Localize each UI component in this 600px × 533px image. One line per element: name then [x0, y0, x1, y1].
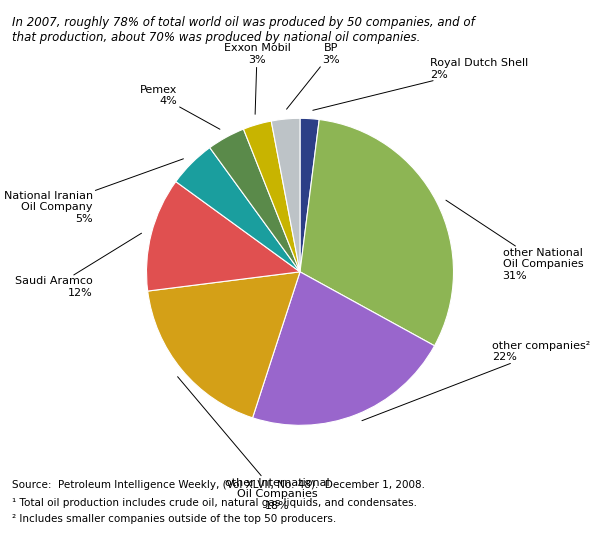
Text: ¹ Total oil production includes crude oil, natural gas liquids, and condensates.: ¹ Total oil production includes crude oi… — [12, 498, 417, 508]
Wedge shape — [244, 121, 300, 272]
Wedge shape — [300, 118, 319, 272]
Wedge shape — [271, 118, 300, 272]
Text: Source:  Petroleum Intelligence Weekly, (Vol XLVII, No. 48).  December 1, 2008.: Source: Petroleum Intelligence Weekly, (… — [12, 480, 425, 490]
Text: Royal Dutch Shell
2%: Royal Dutch Shell 2% — [313, 59, 529, 110]
Text: other National
Oil Companies
31%: other National Oil Companies 31% — [446, 200, 583, 281]
Wedge shape — [148, 272, 300, 418]
Text: Pemex
4%: Pemex 4% — [140, 85, 220, 129]
Text: Saudi Aramco
12%: Saudi Aramco 12% — [15, 233, 142, 298]
Wedge shape — [253, 272, 434, 425]
Text: BP
3%: BP 3% — [287, 43, 340, 109]
Text: In 2007, roughly 78% of total world oil was produced by 50 companies, and of
tha: In 2007, roughly 78% of total world oil … — [12, 16, 475, 44]
Text: other International
Oil Companies
18%: other International Oil Companies 18% — [178, 377, 329, 511]
Wedge shape — [300, 119, 454, 346]
Text: other companies²
22%: other companies² 22% — [362, 341, 590, 421]
Text: Exxon Mobil
3%: Exxon Mobil 3% — [224, 43, 290, 114]
Wedge shape — [210, 129, 300, 272]
Text: National Iranian
Oil Company
5%: National Iranian Oil Company 5% — [4, 159, 184, 224]
Wedge shape — [176, 148, 300, 272]
Wedge shape — [146, 182, 300, 291]
Text: ² Includes smaller companies outside of the top 50 producers.: ² Includes smaller companies outside of … — [12, 514, 336, 524]
